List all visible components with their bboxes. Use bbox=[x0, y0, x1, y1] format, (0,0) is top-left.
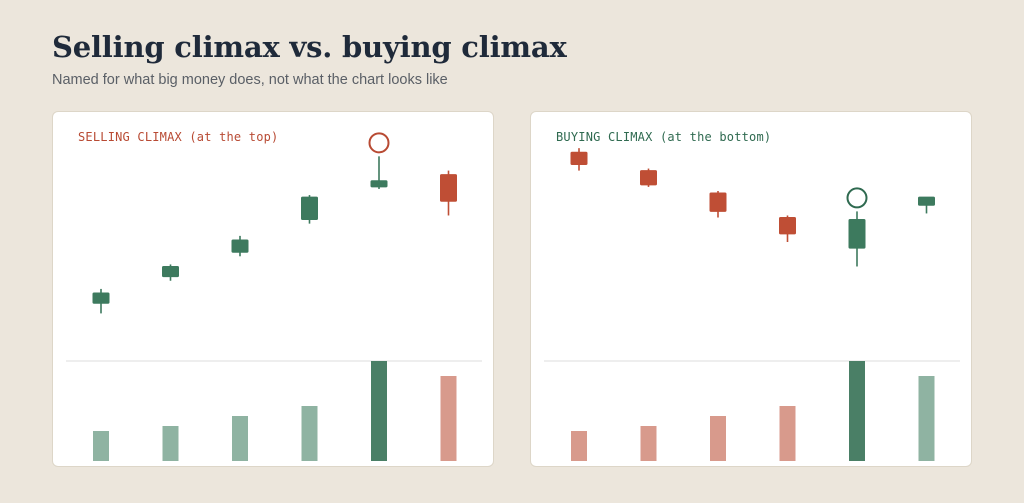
buying-candle-body-6 bbox=[918, 196, 935, 206]
buying-candle-body-5 bbox=[848, 219, 866, 249]
selling-volume-bar-6 bbox=[440, 376, 457, 461]
selling-climax-marker-circle bbox=[368, 132, 390, 154]
buying-volume-bar-5 bbox=[849, 361, 865, 461]
selling-volume-bar-4 bbox=[301, 406, 318, 461]
buying-climax-marker-circle bbox=[846, 187, 868, 209]
selling-candle-body-6 bbox=[440, 174, 457, 202]
buying-volume-bar-4 bbox=[779, 406, 796, 461]
selling-volume-bar-5 bbox=[371, 361, 387, 461]
buying-climax-chart bbox=[544, 148, 960, 461]
buying-volume-bar-3 bbox=[710, 416, 726, 461]
buying-volume-bar-1 bbox=[571, 431, 587, 461]
selling-candle-body-4 bbox=[301, 196, 318, 221]
selling-volume-bar-2 bbox=[162, 426, 179, 461]
selling-climax-panel: SELLING CLIMAX (at the top) bbox=[52, 111, 494, 467]
selling-volume-bar-3 bbox=[232, 416, 248, 461]
selling-climax-title: SELLING CLIMAX (at the top) bbox=[78, 130, 279, 144]
buying-candle-body-1 bbox=[570, 151, 588, 165]
selling-candle-body-3 bbox=[231, 239, 249, 253]
page-title: Selling climax vs. buying climax bbox=[52, 30, 567, 64]
buying-candle-body-4 bbox=[779, 217, 796, 235]
buying-climax-panel: BUYING CLIMAX (at the bottom) bbox=[530, 111, 972, 467]
selling-candle-body-1 bbox=[92, 292, 110, 304]
selling-candle-body-2 bbox=[162, 265, 179, 278]
buying-candle-body-3 bbox=[709, 192, 727, 212]
buying-climax-title: BUYING CLIMAX (at the bottom) bbox=[556, 130, 772, 144]
selling-candle-body-5 bbox=[370, 180, 388, 188]
page-subtitle: Named for what big money does, not what … bbox=[52, 72, 448, 88]
buying-volume-bar-6 bbox=[918, 376, 935, 461]
buying-volume-bar-2 bbox=[640, 426, 657, 461]
selling-volume-bar-1 bbox=[93, 431, 109, 461]
buying-candle-body-2 bbox=[640, 170, 657, 186]
selling-climax-chart bbox=[66, 132, 482, 461]
